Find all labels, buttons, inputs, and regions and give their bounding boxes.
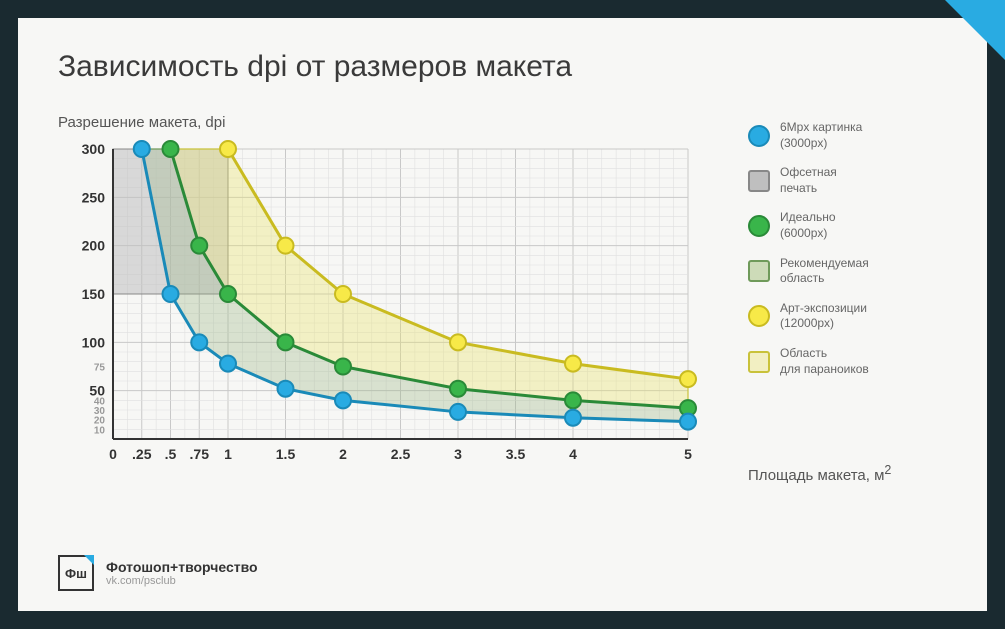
canvas: Зависимость dpi от размеров макета Разре… bbox=[18, 18, 987, 611]
legend-label: Идеально(6000px) bbox=[780, 210, 836, 241]
footer: Фш Фотошоп+творчество vk.com/psclub bbox=[58, 555, 258, 591]
legend-swatch bbox=[748, 260, 770, 282]
svg-text:30: 30 bbox=[94, 406, 106, 417]
legend-label: Офсетнаяпечать bbox=[780, 165, 837, 196]
svg-text:5: 5 bbox=[684, 446, 692, 462]
svg-text:2.5: 2.5 bbox=[391, 446, 411, 462]
legend-swatch bbox=[748, 351, 770, 373]
svg-text:200: 200 bbox=[82, 238, 106, 254]
footer-link: vk.com/psclub bbox=[106, 575, 258, 587]
svg-text:3: 3 bbox=[454, 446, 462, 462]
x-axis-label: Площадь макета, м2 bbox=[748, 463, 891, 484]
svg-text:10: 10 bbox=[94, 425, 106, 436]
svg-text:40: 40 bbox=[94, 396, 106, 407]
legend-item: Областьдля параноиков bbox=[748, 346, 869, 377]
legend-label: Рекомендуемаяобласть bbox=[780, 256, 869, 287]
legend-label: Арт-экспозиции(12000px) bbox=[780, 301, 867, 332]
page-title: Зависимость dpi от размеров макета bbox=[58, 50, 947, 84]
legend-swatch bbox=[748, 125, 770, 147]
svg-text:250: 250 bbox=[82, 189, 106, 205]
legend-item: 6Mpx картинка(3000px) bbox=[748, 120, 869, 151]
corner-decoration bbox=[945, 0, 1005, 60]
x-axis-label-text: Площадь макета, м bbox=[748, 467, 884, 484]
svg-text:1: 1 bbox=[224, 446, 232, 462]
legend-item: Идеально(6000px) bbox=[748, 210, 869, 241]
chart-svg: 5010015020025030010203040750.25.5.7511.5… bbox=[58, 139, 698, 499]
legend-swatch bbox=[748, 170, 770, 192]
x-axis-label-sup: 2 bbox=[884, 463, 891, 477]
svg-text:.75: .75 bbox=[190, 446, 210, 462]
legend-swatch bbox=[748, 305, 770, 327]
chart-area: Разрешение макета, dpi 50100150200250300… bbox=[58, 114, 698, 499]
svg-text:.5: .5 bbox=[165, 446, 177, 462]
svg-text:4: 4 bbox=[569, 446, 577, 462]
svg-text:100: 100 bbox=[82, 334, 106, 350]
footer-title: Фотошоп+творчество bbox=[106, 559, 258, 575]
svg-text:3.5: 3.5 bbox=[506, 446, 526, 462]
legend-item: Офсетнаяпечать bbox=[748, 165, 869, 196]
legend-item: Арт-экспозиции(12000px) bbox=[748, 301, 869, 332]
legend-label: 6Mpx картинка(3000px) bbox=[780, 120, 862, 151]
svg-text:150: 150 bbox=[82, 286, 106, 302]
outer-frame: Зависимость dpi от размеров макета Разре… bbox=[0, 0, 1005, 629]
y-axis-label: Разрешение макета, dpi bbox=[58, 114, 698, 131]
legend: 6Mpx картинка(3000px) Офсетнаяпечать Идеал… bbox=[748, 114, 869, 499]
legend-label: Областьдля параноиков bbox=[780, 346, 869, 377]
footer-text: Фотошоп+творчество vk.com/psclub bbox=[106, 559, 258, 587]
logo-icon: Фш bbox=[58, 555, 94, 591]
svg-text:2: 2 bbox=[339, 446, 347, 462]
svg-text:300: 300 bbox=[82, 141, 106, 157]
svg-text:0: 0 bbox=[109, 446, 117, 462]
svg-text:.25: .25 bbox=[132, 446, 152, 462]
svg-text:20: 20 bbox=[94, 416, 106, 427]
svg-text:75: 75 bbox=[94, 363, 106, 374]
legend-swatch bbox=[748, 215, 770, 237]
legend-item: Рекомендуемаяобласть bbox=[748, 256, 869, 287]
svg-text:1.5: 1.5 bbox=[276, 446, 296, 462]
chart-wrap: Разрешение макета, dpi 50100150200250300… bbox=[58, 114, 947, 499]
